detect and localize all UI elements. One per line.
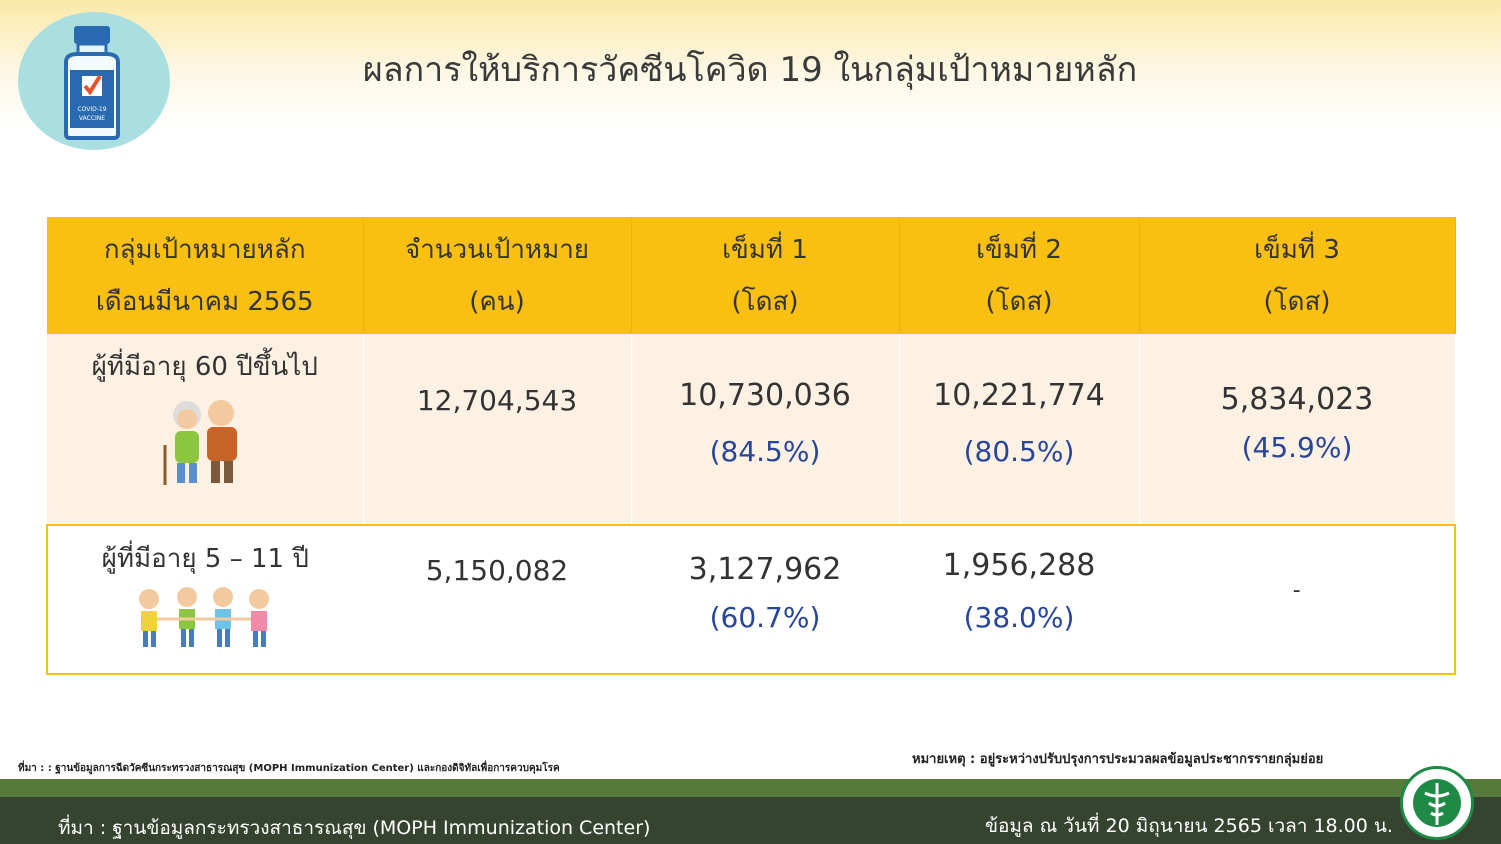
- elderly-couple-icon: [163, 400, 237, 485]
- children-icon: [139, 587, 270, 647]
- footer-date: ข้อมูล ณ วันที่ 20 มิถุนายน 2565 เวลา 18…: [985, 815, 1393, 837]
- footer-source: ที่มา : ฐานข้อมูลกระทรวงสาธารณสุข (MOPH …: [58, 817, 651, 839]
- dose3-cell: -: [1139, 524, 1456, 675]
- dose3-cell: 5,834,023 (45.9%): [1139, 334, 1456, 525]
- table-header-row: กลุ่มเป้าหมายหลัก เดือนมีนาคม 2565 จำนวนเ…: [47, 217, 1456, 334]
- target-cell: 12,704,543: [363, 334, 632, 525]
- vaccination-table: กลุ่มเป้าหมายหลัก เดือนมีนาคม 2565 จำนวนเ…: [46, 217, 1456, 675]
- table-row: ผู้ที่มีอายุ 60 ปีขึ้นไป 12,704,543 10,7…: [47, 334, 1456, 525]
- group-cell: ผู้ที่มีอายุ 5 – 11 ปี: [46, 524, 364, 675]
- page-title: ผลการให้บริการวัคซีนโควิด 19 ในกลุ่มเป้า…: [362, 50, 1138, 90]
- footer-stripe: [0, 779, 1501, 797]
- vaccine-bottle-icon: COVID-19 VACCINE: [64, 26, 120, 140]
- header-dose2: เข็มที่ 2 (โดส): [899, 217, 1140, 334]
- header-target: จำนวนเป้าหมาย (คน): [363, 217, 632, 334]
- svg-text:VACCINE: VACCINE: [79, 115, 105, 122]
- table-row: ผู้ที่มีอายุ 5 – 11 ปี 5,150,082 3,127,9…: [46, 524, 1456, 675]
- caduceus-icon: [1413, 779, 1461, 827]
- remark-note: หมายเหตุ : อยู่ระหว่างปรับปรุงการประมวลผ…: [912, 752, 1324, 767]
- moph-seal-logo: [1400, 766, 1474, 840]
- svg-text:COVID-19: COVID-19: [77, 106, 106, 113]
- footer-band: [0, 797, 1501, 844]
- group-cell: ผู้ที่มีอายุ 60 ปีขึ้นไป: [47, 334, 364, 525]
- vaccine-logo: COVID-19 VACCINE: [18, 12, 170, 150]
- source-note-small: ที่มา : : ฐานข้อมูลการฉีดวัคซีนกระทรวงสา…: [18, 763, 560, 774]
- header-dose3: เข็มที่ 3 (โดส): [1139, 217, 1456, 334]
- header-dose1: เข็มที่ 1 (โดส): [631, 217, 900, 334]
- dose1-cell: 3,127,962 (60.7%): [631, 524, 900, 675]
- dose1-cell: 10,730,036 (84.5%): [631, 334, 900, 525]
- target-cell: 5,150,082: [363, 524, 632, 675]
- dose2-cell: 10,221,774 (80.5%): [899, 334, 1140, 525]
- header-group: กลุ่มเป้าหมายหลัก เดือนมีนาคม 2565: [47, 217, 364, 334]
- dose2-cell: 1,956,288 (38.0%): [899, 524, 1140, 675]
